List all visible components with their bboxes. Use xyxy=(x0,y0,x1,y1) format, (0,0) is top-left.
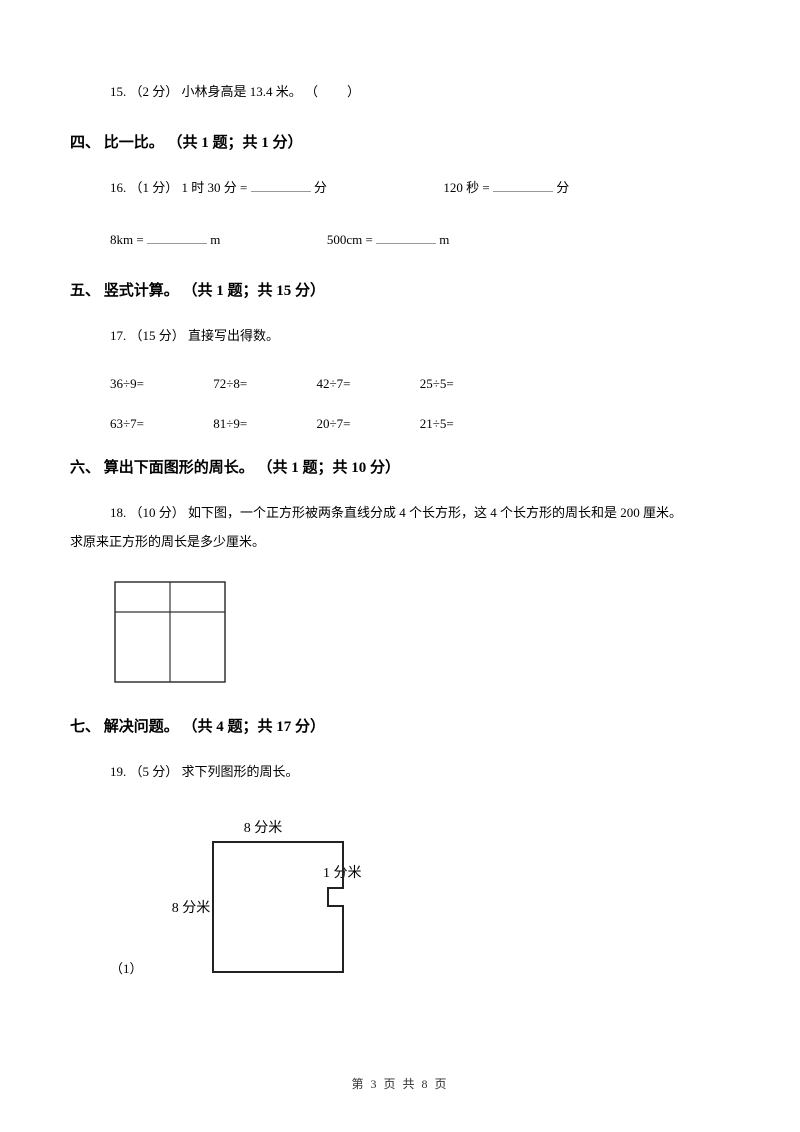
section-4-heading: 四、 比一比。 （共 1 题；共 1 分） xyxy=(70,131,730,152)
q17-r1c3: 42÷7= xyxy=(317,376,417,392)
question-18-line2: 求原来正方形的周长是多少厘米。 xyxy=(70,530,730,553)
q15-text: 小林身高是 13.4 米。 xyxy=(182,84,302,99)
question-18-line1: 18. （10 分） 如下图，一个正方形被两条直线分成 4 个长方形，这 4 个… xyxy=(110,501,730,524)
q17-r2c4: 21÷5= xyxy=(420,416,520,432)
q17-number: 17. xyxy=(110,328,126,343)
q15-answer-paren: （ ） xyxy=(305,84,361,99)
q19-text: 求下列图形的周长。 xyxy=(182,764,299,779)
q16-d-left: 500cm = xyxy=(327,232,373,247)
question-16-line1: 16. （1 分） 1 时 30 分 = 分 120 秒 = 分 xyxy=(110,176,730,199)
question-15: 15. （2 分） 小林身高是 13.4 米。 （ ） xyxy=(110,80,730,103)
q18-text2: 求原来正方形的周长是多少厘米。 xyxy=(70,534,265,549)
question-16-line2: 8km = m 500cm = m xyxy=(110,228,730,251)
question-17-prompt: 17. （15 分） 直接写出得数。 xyxy=(110,324,730,347)
q16-c-unit: m xyxy=(210,232,220,247)
q19-number: 19. xyxy=(110,764,126,779)
q18-figure xyxy=(110,577,730,687)
q16-number: 16. xyxy=(110,180,126,195)
q16-points: （1 分） xyxy=(130,180,179,195)
q16-a-left: 1 时 30 分 = xyxy=(182,180,248,195)
q19-notch-diagram: 8 分米 8 分米 1 分米 xyxy=(163,812,373,982)
q17-r1c4: 25÷5= xyxy=(420,376,520,392)
q17-points: （15 分） xyxy=(130,328,185,343)
q19-left-label-text: 8 分米 xyxy=(171,900,210,916)
q17-r2c1: 63÷7= xyxy=(110,416,210,432)
q17-row2: 63÷7= 81÷9= 20÷7= 21÷5= xyxy=(110,416,730,432)
q19-top-label-text: 8 分米 xyxy=(243,820,282,836)
q16-d-blank xyxy=(376,230,436,244)
q18-number: 18. xyxy=(110,505,126,520)
q18-points: （10 分） xyxy=(130,505,185,520)
section-5-heading: 五、 竖式计算。 （共 1 题；共 15 分） xyxy=(70,279,730,300)
q17-r2c3: 20÷7= xyxy=(317,416,417,432)
q19-subpart-1: （1） 8 分米 8 分米 1 分米 xyxy=(110,812,730,982)
q19-sub1-label: （1） xyxy=(110,958,143,982)
q16-d-unit: m xyxy=(439,232,449,247)
q19-shape-path xyxy=(213,842,343,972)
q16-b-left: 120 秒 = xyxy=(443,180,489,195)
q16-b-unit: 分 xyxy=(556,180,569,195)
q16-c-left: 8km = xyxy=(110,232,144,247)
q17-r1c2: 72÷8= xyxy=(213,376,313,392)
q17-r1c1: 36÷9= xyxy=(110,376,210,392)
question-19-prompt: 19. （5 分） 求下列图形的周长。 xyxy=(110,760,730,783)
section-6-heading: 六、 算出下面图形的周长。 （共 1 题；共 10 分） xyxy=(70,456,730,477)
page-footer: 第 3 页 共 8 页 xyxy=(0,1075,800,1092)
q15-points: （2 分） xyxy=(130,84,179,99)
q19-points: （5 分） xyxy=(130,764,179,779)
q17-r2c2: 81÷9= xyxy=(213,416,313,432)
q16-a-unit: 分 xyxy=(314,180,327,195)
q18-square-diagram xyxy=(110,577,230,687)
q15-number: 15. xyxy=(110,84,126,99)
q17-row1: 36÷9= 72÷8= 42÷7= 25÷5= xyxy=(110,376,730,392)
q16-b-blank xyxy=(493,178,553,192)
q16-c-blank xyxy=(147,230,207,244)
section-7-heading: 七、 解决问题。 （共 4 题；共 17 分） xyxy=(70,715,730,736)
q16-a-blank xyxy=(251,178,311,192)
q17-text: 直接写出得数。 xyxy=(188,328,279,343)
q18-text1: 如下图，一个正方形被两条直线分成 4 个长方形，这 4 个长方形的周长和是 20… xyxy=(188,505,682,520)
